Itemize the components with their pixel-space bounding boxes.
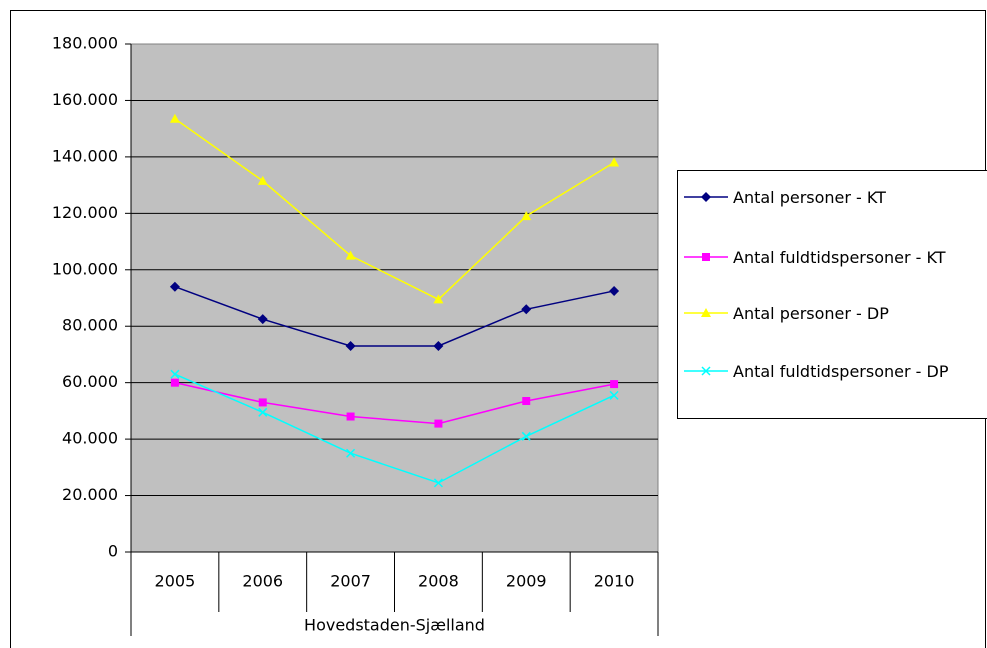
y-tick-label: 0 [108,542,118,561]
y-tick-label: 120.000 [52,203,118,222]
y-tick-label: 140.000 [52,146,118,165]
data-point [257,314,268,325]
data-point [433,294,444,304]
data-point [345,340,356,351]
data-point [346,412,355,421]
legend-marker [701,366,711,376]
x-tick-label: 2008 [418,572,459,591]
legend-marker [701,192,711,202]
data-point [521,304,532,315]
data-point [609,285,620,296]
legend-label: Antal personer - DP [733,303,889,323]
x-tick-label: 2006 [242,572,283,591]
series-line [174,286,615,347]
y-tick-label: 60.000 [62,372,118,391]
y-tick-label: 40.000 [62,429,118,448]
data-point [609,157,620,167]
data-point [609,390,619,400]
data-point [433,478,443,488]
series-line [174,381,615,425]
legend-marker [702,253,710,261]
y-tick-label: 180.000 [52,34,118,53]
x-tick-label: 2009 [506,572,547,591]
data-point [346,448,356,458]
data-point [521,211,532,221]
legend-label: Antal personer - KT [733,187,886,207]
data-point [170,369,180,379]
y-tick-label: 80.000 [62,316,118,335]
data-point [434,419,443,428]
data-point [610,380,619,389]
data-point [258,407,268,417]
category-group-label: Hovedstaden-Sjælland [304,616,485,635]
series-line [174,373,615,484]
data-point [169,113,180,123]
legend-marker [701,308,711,317]
y-tick-label: 20.000 [62,485,118,504]
data-point [521,431,531,441]
legend-label: Antal fuldtidspersoner - KT [733,247,946,267]
x-tick-label: 2007 [330,572,371,591]
data-point [257,175,268,185]
series-line [174,118,615,301]
data-point [433,340,444,351]
legend-label: Antal fuldtidspersoner - DP [733,361,949,381]
data-point [345,250,356,260]
data-point [258,398,267,407]
data-point [170,378,179,387]
data-point [169,281,180,292]
data-point [522,397,531,406]
y-tick-label: 100.000 [52,259,118,278]
y-tick-label: 160.000 [52,90,118,109]
legend-box [677,170,987,419]
x-tick-label: 2005 [155,572,196,591]
x-tick-label: 2010 [594,572,635,591]
